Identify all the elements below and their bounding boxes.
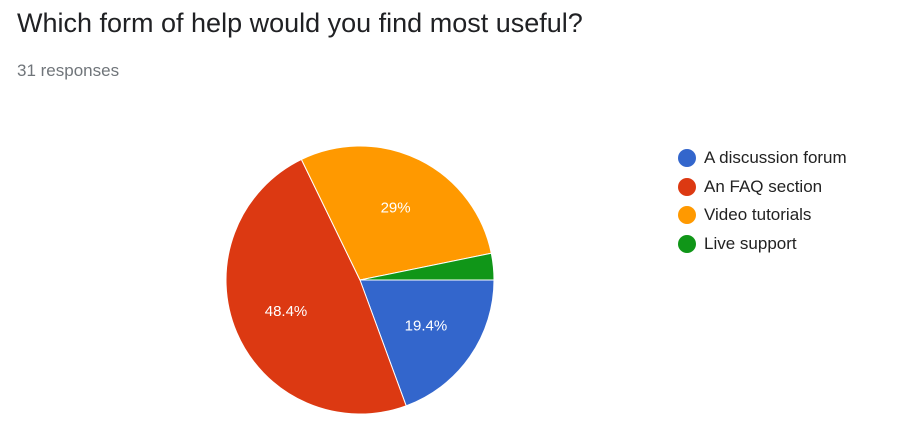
chart-legend: A discussion forum An FAQ section Video tu… [678,144,847,258]
legend-item-0: A discussion forum [678,144,847,173]
legend-label: A discussion forum [704,148,847,168]
legend-item-3: Live support [678,230,847,259]
pie-slice-label-0: 19.4% [405,318,448,335]
pie-slice-1 [225,158,407,415]
legend-label: An FAQ section [704,176,823,196]
response-count: 31 responses [17,61,120,80]
legend-item-2: Video tutorials [678,201,847,230]
legend-item-1: An FAQ section [678,173,847,202]
legend-swatch [678,206,696,225]
legend-swatch [678,177,696,196]
pie-slice-3 [359,252,495,281]
legend-swatch [678,149,696,168]
pie-slice-label-2: 29% [381,199,411,216]
pie-slice-label-1: 48.4% [265,303,308,320]
question-title: Which form of help would you find most u… [17,8,583,38]
legend-swatch [678,234,696,253]
pie-slice-2 [300,145,492,281]
legend-label: Live support [704,233,797,253]
legend-label: Video tutorials [704,205,812,225]
pie-slice-0 [359,279,495,407]
